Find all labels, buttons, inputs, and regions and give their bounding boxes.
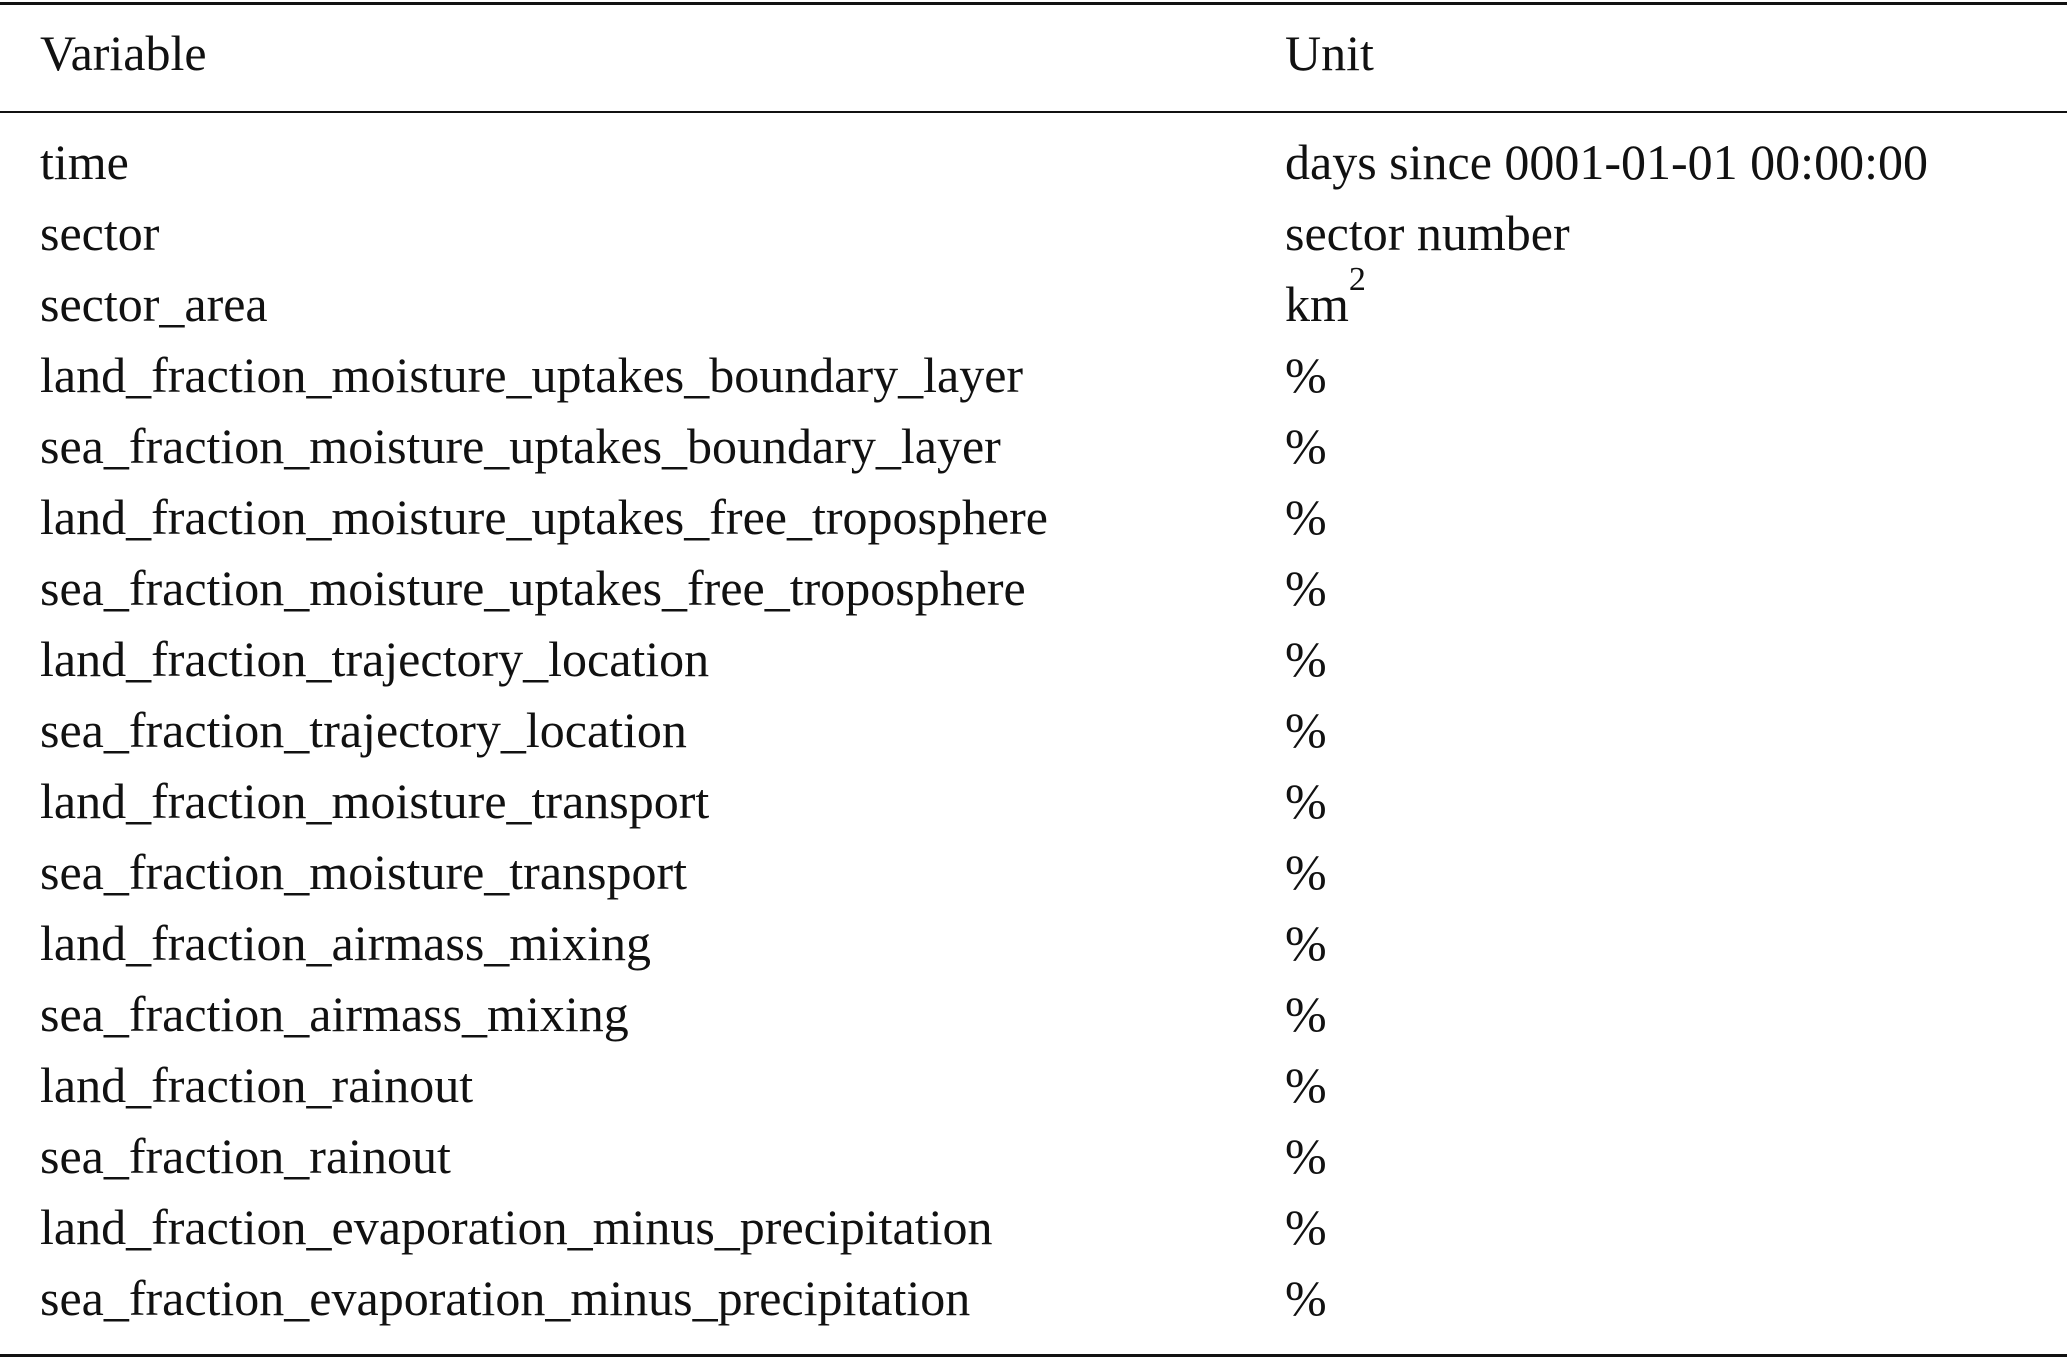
- unit-cell: %: [1285, 986, 1327, 1042]
- variable-cell: sea_fraction_moisture_uptakes_boundary_l…: [40, 418, 1001, 474]
- variable-cell: land_fraction_airmass_mixing: [40, 915, 651, 971]
- variable-cell: land_fraction_evaporation_minus_precipit…: [40, 1199, 993, 1255]
- variable-cell: sector: [40, 205, 160, 261]
- unit-cell: %: [1285, 489, 1327, 545]
- top-rule: [0, 2, 2067, 5]
- unit-superscript: 2: [1348, 261, 1366, 298]
- header-cell: Unit: [1285, 25, 1374, 81]
- variable-cell: sea_fraction_airmass_mixing: [40, 986, 629, 1042]
- variable-cell: time: [40, 134, 129, 190]
- variable-cell: sea_fraction_moisture_uptakes_free_tropo…: [40, 560, 1026, 616]
- unit-cell: %: [1285, 844, 1327, 900]
- unit-cell: %: [1285, 1128, 1327, 1184]
- unit-cell: %: [1285, 1199, 1327, 1255]
- unit-cell: sector number: [1285, 205, 1570, 261]
- bottom-rule: [0, 1354, 2067, 1357]
- unit-cell: %: [1285, 631, 1327, 687]
- unit-cell: days since 0001-01-01 00:00:00: [1285, 134, 1928, 190]
- unit-cell: %: [1285, 915, 1327, 971]
- unit-cell: %: [1285, 347, 1327, 403]
- variable-cell: land_fraction_moisture_uptakes_free_trop…: [40, 489, 1048, 545]
- unit-cell: %: [1285, 560, 1327, 616]
- header-rule: [0, 111, 2067, 113]
- variable-cell: sector_area: [40, 276, 268, 332]
- unit-cell: %: [1285, 1270, 1327, 1326]
- variable-cell: land_fraction_trajectory_location: [40, 631, 710, 687]
- header-cell: Variable: [40, 25, 207, 81]
- unit-cell: %: [1285, 702, 1327, 758]
- variable-cell: sea_fraction_moisture_transport: [40, 844, 688, 900]
- variable-cell: land_fraction_rainout: [40, 1057, 474, 1113]
- unit-cell: km2: [1285, 263, 1366, 340]
- variable-cell: land_fraction_moisture_transport: [40, 773, 710, 829]
- unit-base: km: [1285, 276, 1349, 332]
- variable-cell: land_fraction_moisture_uptakes_boundary_…: [40, 347, 1024, 403]
- unit-cell: %: [1285, 773, 1327, 829]
- variable-cell: sea_fraction_rainout: [40, 1128, 451, 1184]
- variable-cell: sea_fraction_trajectory_location: [40, 702, 687, 758]
- unit-cell: %: [1285, 1057, 1327, 1113]
- variable-cell: sea_fraction_evaporation_minus_precipita…: [40, 1270, 971, 1326]
- unit-cell: %: [1285, 418, 1327, 474]
